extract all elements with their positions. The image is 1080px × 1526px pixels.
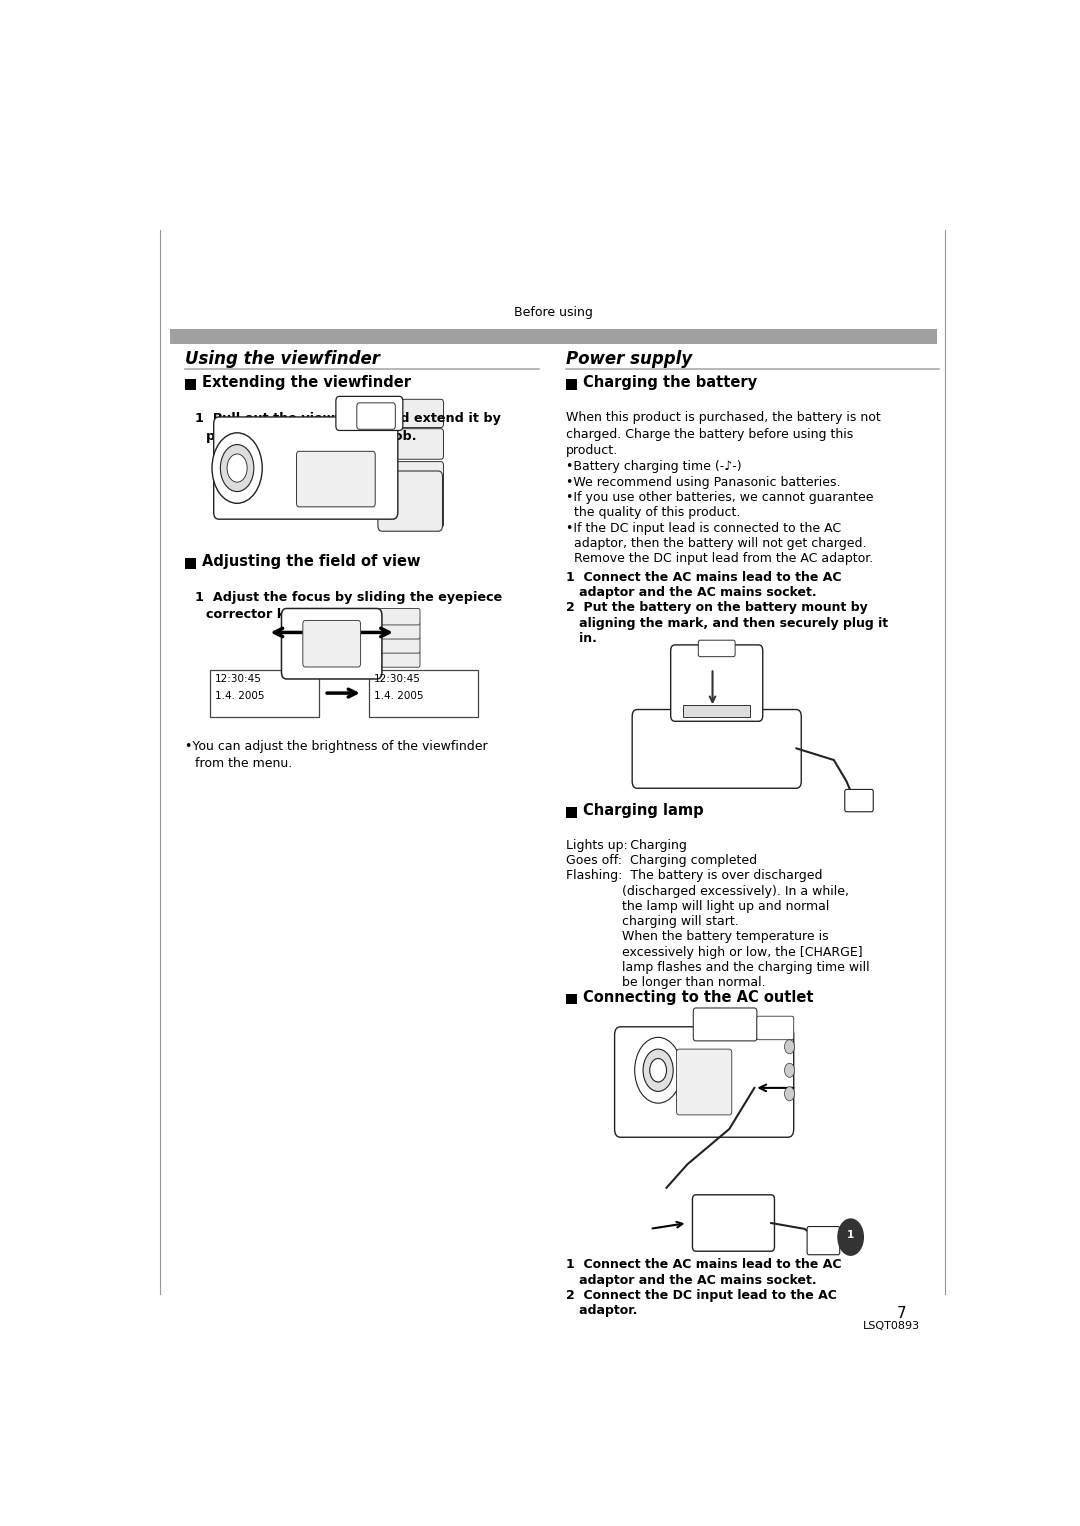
Text: •If the DC input lead is connected to the AC: •If the DC input lead is connected to th… [566,522,841,534]
FancyBboxPatch shape [566,807,577,818]
FancyBboxPatch shape [388,461,444,494]
Text: (discharged excessively). In a while,: (discharged excessively). In a while, [566,885,849,897]
Circle shape [220,444,254,491]
Text: charging will start.: charging will start. [566,916,739,928]
Circle shape [784,1064,795,1077]
Text: •You can adjust the brightness of the viewfinder: •You can adjust the brightness of the vi… [186,740,488,752]
FancyBboxPatch shape [615,1027,794,1137]
FancyBboxPatch shape [214,417,397,519]
Text: Charging lamp: Charging lamp [583,803,703,818]
Text: Flashing:  The battery is over discharged: Flashing: The battery is over discharged [566,870,823,882]
Circle shape [784,1039,795,1054]
Text: •We recommend using Panasonic batteries.: •We recommend using Panasonic batteries. [566,476,840,488]
FancyBboxPatch shape [388,400,444,427]
Text: Before using: Before using [514,307,593,319]
FancyBboxPatch shape [632,710,801,789]
Text: 1  Connect the AC mains lead to the AC: 1 Connect the AC mains lead to the AC [566,571,841,584]
FancyBboxPatch shape [388,429,444,459]
FancyBboxPatch shape [388,491,444,528]
FancyBboxPatch shape [378,472,443,531]
Circle shape [227,453,247,482]
FancyBboxPatch shape [186,380,197,391]
FancyBboxPatch shape [336,397,403,430]
Text: Remove the DC input lead from the AC adaptor.: Remove the DC input lead from the AC ada… [566,552,874,565]
Text: adaptor and the AC mains socket.: adaptor and the AC mains socket. [566,1274,816,1286]
FancyBboxPatch shape [699,641,735,656]
FancyBboxPatch shape [379,636,420,653]
Text: When the battery temperature is: When the battery temperature is [566,931,828,943]
Text: product.: product. [566,444,618,456]
Text: When this product is purchased, the battery is not: When this product is purchased, the batt… [566,410,881,424]
Text: aligning the mark, and then securely plug it: aligning the mark, and then securely plu… [566,617,888,630]
FancyBboxPatch shape [676,1048,732,1116]
Circle shape [212,433,262,504]
FancyBboxPatch shape [282,609,382,679]
Text: excessively high or low, the [CHARGE]: excessively high or low, the [CHARGE] [566,946,863,958]
FancyBboxPatch shape [684,705,751,717]
Text: Extending the viewfinder: Extending the viewfinder [202,375,411,391]
Text: Adjusting the field of view: Adjusting the field of view [202,554,420,569]
Text: pinching the extension knob.: pinching the extension knob. [206,430,417,443]
Circle shape [635,1038,681,1103]
FancyBboxPatch shape [297,452,375,507]
Text: 1  Connect the AC mains lead to the AC: 1 Connect the AC mains lead to the AC [566,1259,841,1271]
FancyBboxPatch shape [671,645,762,722]
Text: 1: 1 [847,1230,854,1239]
FancyBboxPatch shape [211,670,320,717]
Text: Goes off:  Charging completed: Goes off: Charging completed [566,855,757,867]
Text: •If you use other batteries, we cannot guarantee: •If you use other batteries, we cannot g… [566,491,874,504]
FancyBboxPatch shape [757,1016,794,1039]
FancyBboxPatch shape [845,789,874,812]
Text: Using the viewfinder: Using the viewfinder [186,349,380,368]
FancyBboxPatch shape [171,328,936,343]
Text: 12:30:45: 12:30:45 [374,674,420,684]
Text: Connecting to the AC outlet: Connecting to the AC outlet [583,990,813,1006]
Text: 7: 7 [896,1306,906,1322]
Circle shape [643,1048,673,1091]
FancyBboxPatch shape [379,650,420,667]
FancyBboxPatch shape [379,623,420,639]
FancyBboxPatch shape [186,559,197,569]
Circle shape [837,1218,864,1256]
Text: the quality of this product.: the quality of this product. [566,507,741,519]
Text: 1.4. 2005: 1.4. 2005 [215,691,264,700]
FancyBboxPatch shape [379,609,420,626]
FancyBboxPatch shape [566,993,577,1004]
Text: 2  Connect the DC input lead to the AC: 2 Connect the DC input lead to the AC [566,1289,837,1302]
Text: adaptor and the AC mains socket.: adaptor and the AC mains socket. [566,586,816,600]
Text: 1  Adjust the focus by sliding the eyepiece: 1 Adjust the focus by sliding the eyepie… [195,591,502,604]
Text: 1  Pull out the viewfinder and extend it by: 1 Pull out the viewfinder and extend it … [195,412,501,426]
Text: the lamp will light up and normal: the lamp will light up and normal [566,900,829,913]
FancyBboxPatch shape [566,380,577,391]
FancyBboxPatch shape [807,1227,840,1254]
Text: •Battery charging time (-♪-): •Battery charging time (-♪-) [566,461,742,473]
FancyBboxPatch shape [692,1195,774,1251]
Text: Power supply: Power supply [566,349,692,368]
FancyBboxPatch shape [302,621,361,667]
Circle shape [650,1059,666,1082]
Text: corrector knob.: corrector knob. [206,609,318,621]
Text: LSQT0893: LSQT0893 [863,1322,920,1331]
Text: from the menu.: from the menu. [195,757,293,769]
Text: lamp flashes and the charging time will: lamp flashes and the charging time will [566,961,869,974]
Text: in.: in. [566,632,597,645]
Text: adaptor.: adaptor. [566,1305,637,1317]
FancyBboxPatch shape [693,1009,757,1041]
FancyBboxPatch shape [356,403,395,429]
Text: 1.4. 2005: 1.4. 2005 [374,691,423,700]
FancyBboxPatch shape [369,670,478,717]
Text: 12:30:45: 12:30:45 [215,674,261,684]
Text: be longer than normal.: be longer than normal. [566,977,766,989]
Text: Charging the battery: Charging the battery [583,375,757,391]
Circle shape [784,1087,795,1100]
Text: Lights up: Charging: Lights up: Charging [566,839,687,852]
Text: adaptor, then the battery will not get charged.: adaptor, then the battery will not get c… [566,537,866,549]
Text: 2  Put the battery on the battery mount by: 2 Put the battery on the battery mount b… [566,601,868,615]
Text: charged. Charge the battery before using this: charged. Charge the battery before using… [566,427,853,441]
